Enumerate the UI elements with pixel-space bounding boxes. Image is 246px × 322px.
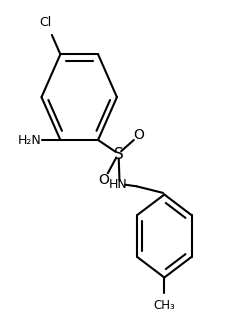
Text: HN: HN <box>109 178 128 191</box>
Text: CH₃: CH₃ <box>154 299 175 312</box>
Text: S: S <box>114 147 124 162</box>
Text: O: O <box>134 128 144 142</box>
Text: O: O <box>98 173 109 187</box>
Text: H₂N: H₂N <box>18 134 42 147</box>
Text: Cl: Cl <box>40 16 52 29</box>
